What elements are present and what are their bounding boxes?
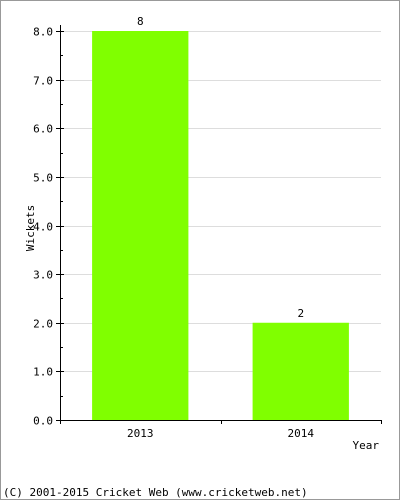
y-tick-label: 1.0 <box>33 366 53 379</box>
bars <box>92 31 349 420</box>
y-tick-label: 4.0 <box>33 221 53 234</box>
y-tick-label: 7.0 <box>33 75 53 88</box>
y-tick-label: 6.0 <box>33 123 53 136</box>
copyright-footer: (C) 2001-2015 Cricket Web (www.cricketwe… <box>3 486 308 499</box>
x-tick-label-2014: 2014 <box>288 427 315 440</box>
bar-2013 <box>92 31 189 420</box>
y-tick-label: 0.0 <box>33 415 53 428</box>
data-label-2014: 2 <box>297 307 304 320</box>
y-tick-label: 5.0 <box>33 172 53 185</box>
x-axis-title: Year <box>353 439 380 452</box>
y-axis-ticks: 0.0 1.0 2.0 3.0 4.0 5.0 6.0 7.0 8.0 <box>33 26 64 428</box>
y-tick-label: 8.0 <box>33 26 53 39</box>
axes <box>60 25 381 421</box>
y-tick-label: 3.0 <box>33 269 53 282</box>
bar-2014 <box>252 322 349 420</box>
data-label-2013: 8 <box>137 15 144 28</box>
data-labels: 82 <box>137 15 304 320</box>
y-axis-title: Wickets <box>24 205 37 251</box>
x-tick-label-2013: 2013 <box>127 427 154 440</box>
y-tick-label: 2.0 <box>33 318 53 331</box>
x-axis-ticks: 2013 2014 <box>60 420 382 440</box>
